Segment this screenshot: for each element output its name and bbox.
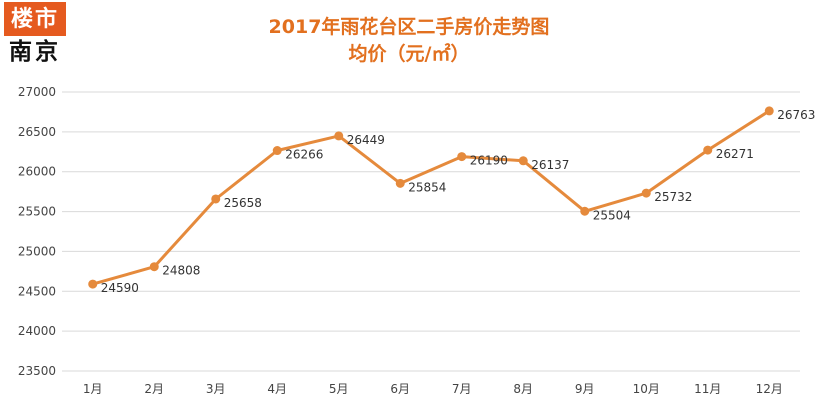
x-tick-label: 1月: [83, 382, 103, 396]
data-point: [272, 146, 282, 156]
x-tick-label: 6月: [390, 382, 410, 396]
data-label: 26449: [347, 133, 385, 147]
x-tick-label: 10月: [633, 382, 660, 396]
data-point: [211, 194, 221, 204]
data-label: 25504: [593, 208, 631, 222]
x-tick-label: 4月: [267, 382, 287, 396]
data-point: [149, 262, 159, 272]
y-tick-label: 23500: [18, 364, 56, 378]
x-tick-label: 12月: [756, 382, 783, 396]
x-tick-label: 3月: [206, 382, 226, 396]
data-point: [518, 156, 528, 166]
y-tick-label: 27000: [18, 85, 56, 99]
data-label: 26271: [716, 147, 754, 161]
y-tick-label: 25000: [18, 244, 56, 258]
chart-subtitle: 均价（元/㎡）: [348, 43, 470, 65]
logo: 楼市 南京: [4, 2, 66, 68]
data-label: 24808: [162, 264, 200, 278]
data-label: 26190: [470, 154, 508, 168]
data-point: [88, 279, 98, 289]
data-label: 26266: [285, 148, 323, 162]
x-tick-label: 2月: [144, 382, 164, 396]
data-point: [641, 188, 651, 198]
y-tick-label: 25500: [18, 205, 56, 219]
y-tick-label: 26500: [18, 125, 56, 139]
data-label: 24590: [101, 281, 139, 295]
data-point: [703, 145, 713, 155]
x-tick-label: 11月: [694, 382, 721, 396]
x-tick-label: 8月: [513, 382, 533, 396]
data-label: 26763: [777, 108, 815, 122]
data-point: [580, 206, 590, 216]
x-tick-label: 9月: [575, 382, 595, 396]
data-label: 25658: [224, 196, 262, 210]
y-tick-label: 26000: [18, 165, 56, 179]
data-label: 25854: [408, 180, 446, 194]
data-point: [395, 178, 405, 188]
data-label: 25732: [654, 190, 692, 204]
data-label: 26137: [531, 158, 569, 172]
logo-bottom-text: 南京: [9, 38, 61, 65]
data-point: [457, 152, 467, 162]
y-tick-label: 24500: [18, 284, 56, 298]
y-tick-label: 24000: [18, 324, 56, 338]
x-tick-label: 5月: [329, 382, 349, 396]
x-tick-label: 7月: [452, 382, 472, 396]
series-line: [92, 109, 771, 286]
chart-title: 2017年雨花台区二手房价走势图: [268, 16, 550, 38]
data-point: [334, 131, 344, 141]
data-point: [764, 106, 774, 116]
logo-top-text: 楼市: [4, 2, 66, 36]
